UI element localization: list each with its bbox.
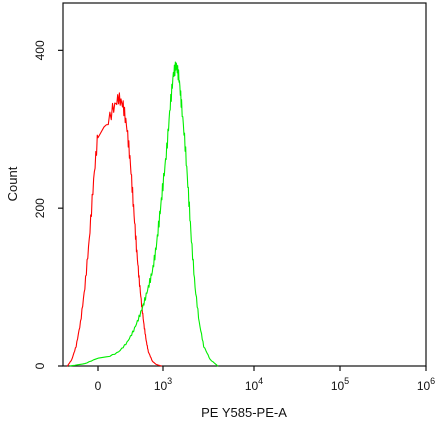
x-axis-ticks: 0 103 104 105 106	[95, 366, 435, 393]
x-axis-title: PE Y585-PE-A	[201, 405, 287, 420]
y-axis-ticks: 0 200 400	[33, 40, 63, 369]
x-tick-label: 106	[417, 376, 435, 393]
x-tick-label: 105	[331, 376, 349, 393]
histogram-series-2	[69, 61, 219, 367]
y-tick-label: 200	[33, 198, 47, 218]
x-tick-label: 104	[245, 376, 263, 393]
y-tick-label: 0	[33, 362, 47, 369]
series-layer	[66, 61, 219, 367]
plot-frame	[62, 2, 427, 367]
y-axis-title: Count	[5, 166, 20, 201]
x-tick-label: 103	[154, 376, 172, 393]
y-tick-label: 400	[33, 40, 47, 60]
histogram-series-1	[66, 92, 162, 367]
x-tick-label: 0	[95, 379, 102, 393]
